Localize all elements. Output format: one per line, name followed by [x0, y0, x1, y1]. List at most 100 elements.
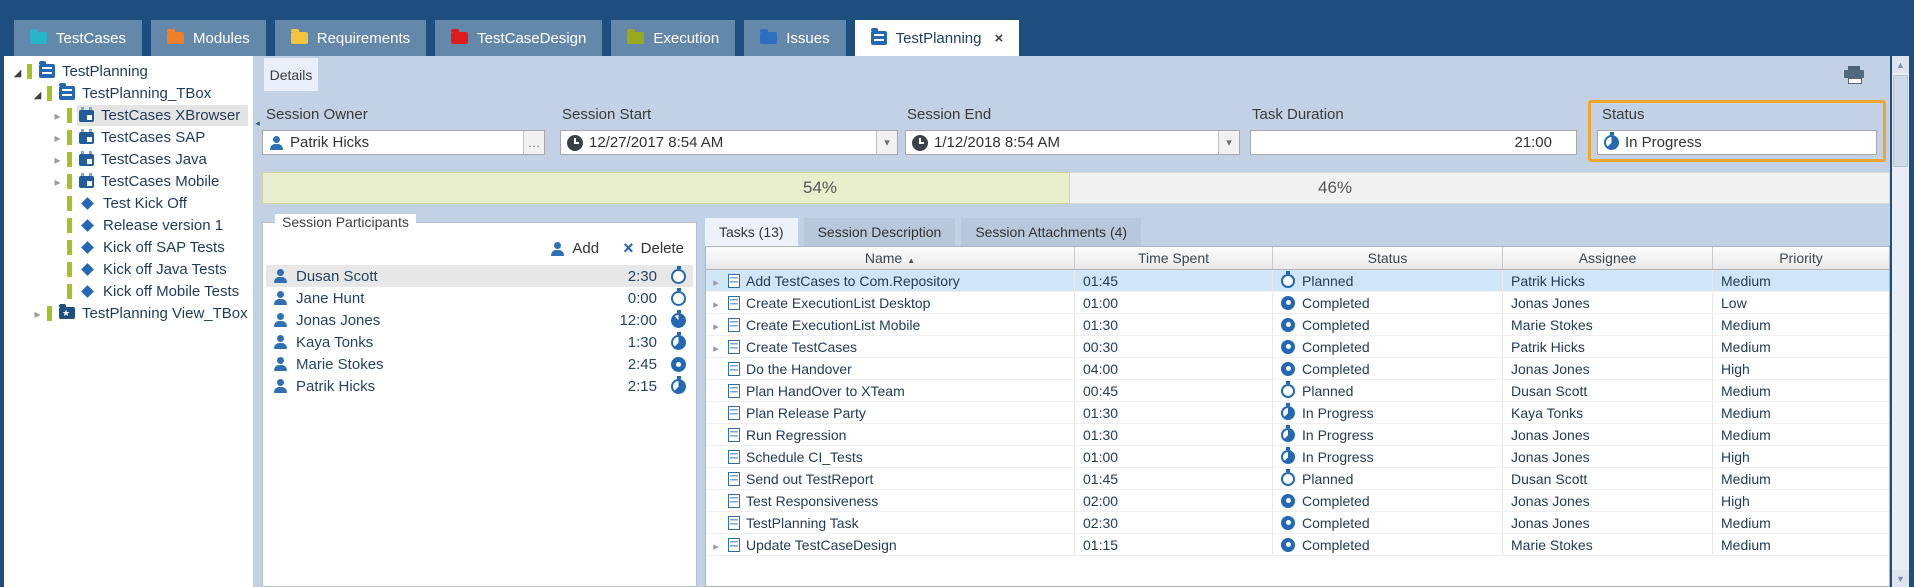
clock-icon — [912, 134, 928, 151]
task-row[interactable]: Add TestCases to Com.Repository 01:45 Pl… — [706, 270, 1889, 292]
tab-tasks[interactable]: Tasks (13) — [705, 218, 798, 246]
tree-item-testcases-sap[interactable]: TestCases SAP — [4, 126, 253, 148]
tab-label: TestCases — [56, 29, 127, 47]
scroll-down-icon[interactable] — [1892, 570, 1909, 587]
task-doc-icon — [728, 405, 740, 420]
folder-icon — [290, 29, 308, 44]
task-name: Plan Release Party — [746, 404, 866, 421]
expand-collapsed-icon[interactable] — [710, 317, 722, 333]
tree-item-kick-off-sap-tests[interactable]: Kick off SAP Tests — [4, 236, 253, 258]
participant-row[interactable]: Kaya Tonks 1:30 — [266, 331, 693, 353]
task-row[interactable]: TestPlanning Task 02:30 Completed Jonas … — [706, 512, 1889, 534]
task-doc-icon — [728, 537, 740, 552]
tree-item-testcases-java[interactable]: TestCases Java — [4, 148, 253, 170]
task-status: In Progress — [1302, 448, 1374, 465]
participant-row[interactable]: Patrik Hicks 2:15 — [266, 375, 693, 397]
add-button[interactable]: Add — [572, 240, 600, 257]
task-assignee: Jonas Jones — [1503, 292, 1713, 313]
tab-session-attachments[interactable]: Session Attachments (4) — [961, 218, 1142, 246]
delete-button[interactable]: Delete — [640, 240, 684, 257]
expand-collapsed-icon[interactable] — [710, 295, 722, 311]
tab-modules[interactable]: Modules — [151, 20, 266, 56]
vertical-scrollbar[interactable] — [1892, 56, 1909, 587]
green-bar-icon — [27, 63, 32, 79]
task-duration-field[interactable]: 21:00 — [1250, 130, 1577, 155]
tree-item-testplanning-tbox[interactable]: TestPlanning_TBox — [4, 82, 253, 104]
task-row[interactable]: Do the Handover 04:00 Completed Jonas Jo… — [706, 358, 1889, 380]
tree-item-kick-off-java-tests[interactable]: Kick off Java Tests — [4, 258, 253, 280]
column-header-time-spent[interactable]: Time Spent — [1075, 247, 1273, 269]
session-start-field[interactable]: 12/27/2017 8:54 AM — [560, 130, 898, 155]
task-row[interactable]: Run Regression 01:30 In Progress Jonas J… — [706, 424, 1889, 446]
expand-collapsed-icon[interactable] — [30, 306, 45, 321]
close-icon[interactable] — [994, 31, 1003, 46]
tree-item-testplanning-view-tbox[interactable]: TestPlanning View_TBox — [4, 302, 253, 324]
chevron-down-icon[interactable] — [876, 131, 897, 154]
tree-item-testcases-mobile[interactable]: TestCases Mobile — [4, 170, 253, 192]
tab-session-description[interactable]: Session Description — [803, 218, 956, 246]
tree-item-kick-off-mobile-tests[interactable]: Kick off Mobile Tests — [4, 280, 253, 302]
person-icon — [273, 335, 288, 349]
column-header-name[interactable]: Name — [706, 247, 1075, 269]
tab-testcasedesign[interactable]: TestCaseDesign — [435, 20, 603, 56]
task-status: Planned — [1302, 470, 1354, 487]
column-header-priority[interactable]: Priority — [1779, 250, 1823, 266]
task-doc-icon — [728, 383, 740, 398]
participant-row[interactable]: Jane Hunt 0:00 — [266, 287, 693, 309]
tree-item-test-kick-off[interactable]: Test Kick Off — [4, 192, 253, 214]
printer-icon[interactable] — [1844, 66, 1864, 84]
task-row[interactable]: Update TestCaseDesign 01:15 Completed Ma… — [706, 534, 1889, 556]
tab-details[interactable]: Details — [264, 58, 318, 91]
task-priority: High — [1721, 360, 1750, 377]
collapse-arrow-icon[interactable] — [253, 106, 262, 140]
participant-row[interactable]: Marie Stokes 2:45 — [266, 353, 693, 375]
task-row[interactable]: Create TestCases 00:30 Completed Patrik … — [706, 336, 1889, 358]
expand-collapsed-icon[interactable] — [50, 108, 65, 123]
tree-item-testcases-xbrowser[interactable]: TestCases XBrowser — [4, 104, 253, 126]
expand-collapsed-icon[interactable] — [50, 152, 65, 167]
tab-issues[interactable]: Issues — [744, 20, 846, 56]
expand-collapsed-icon[interactable] — [50, 174, 65, 189]
expand-collapsed-icon[interactable] — [710, 273, 722, 289]
task-priority: Low — [1721, 294, 1747, 311]
task-row[interactable]: Schedule CI_Tests 01:00 In Progress Jona… — [706, 446, 1889, 468]
column-header-status[interactable]: Status — [1273, 247, 1503, 269]
participant-row[interactable]: Jonas Jones 12:00 — [266, 309, 693, 331]
tab-label: TestPlanning — [895, 29, 982, 47]
tree-item-release-version-1[interactable]: Release version 1 — [4, 214, 253, 236]
tab-requirements[interactable]: Requirements — [274, 20, 427, 56]
task-assignee: Dusan Scott — [1503, 468, 1713, 489]
tab-execution[interactable]: Execution — [611, 20, 736, 56]
chevron-down-icon[interactable] — [1218, 131, 1239, 154]
scroll-up-icon[interactable] — [1892, 56, 1909, 73]
milestone-diamond-icon — [81, 196, 94, 210]
expand-collapsed-icon[interactable] — [50, 130, 65, 145]
expand-collapsed-icon[interactable] — [710, 537, 722, 553]
tree-item-testplanning[interactable]: TestPlanning — [4, 60, 253, 82]
tab-testplanning[interactable]: TestPlanning — [854, 20, 1020, 56]
task-row[interactable]: Plan Release Party 01:30 In Progress Kay… — [706, 402, 1889, 424]
status-field[interactable]: In Progress — [1597, 130, 1877, 155]
task-doc-icon — [728, 515, 740, 530]
ellipsis-button[interactable] — [523, 131, 544, 154]
column-header-assignee[interactable]: Assignee — [1503, 247, 1713, 269]
task-row[interactable]: Test Responsiveness 02:00 Completed Jona… — [706, 490, 1889, 512]
green-bar-icon — [67, 195, 72, 211]
tab-testcases[interactable]: TestCases — [14, 20, 143, 56]
participant-name: Jane Hunt — [296, 289, 365, 307]
participant-row[interactable]: Dusan Scott 2:30 — [266, 265, 693, 287]
task-row[interactable]: Create ExecutionList Desktop 01:00 Compl… — [706, 292, 1889, 314]
task-row[interactable]: Create ExecutionList Mobile 01:30 Comple… — [706, 314, 1889, 336]
expand-open-icon[interactable] — [30, 86, 45, 101]
progress-remaining-segment — [1070, 172, 1890, 204]
expand-open-icon[interactable] — [10, 64, 25, 79]
session-end-field[interactable]: 1/12/2018 8:54 AM — [905, 130, 1240, 155]
task-priority: High — [1721, 448, 1750, 465]
panel-splitter[interactable] — [253, 56, 262, 587]
scrollbar-thumb[interactable] — [1893, 75, 1908, 167]
session-end-value: 1/12/2018 8:54 AM — [934, 134, 1060, 151]
task-row[interactable]: Send out TestReport 01:45 Planned Dusan … — [706, 468, 1889, 490]
session-owner-field[interactable]: Patrik Hicks — [262, 130, 545, 155]
task-row[interactable]: Plan HandOver to XTeam 00:45 Planned Dus… — [706, 380, 1889, 402]
expand-collapsed-icon[interactable] — [710, 339, 722, 355]
